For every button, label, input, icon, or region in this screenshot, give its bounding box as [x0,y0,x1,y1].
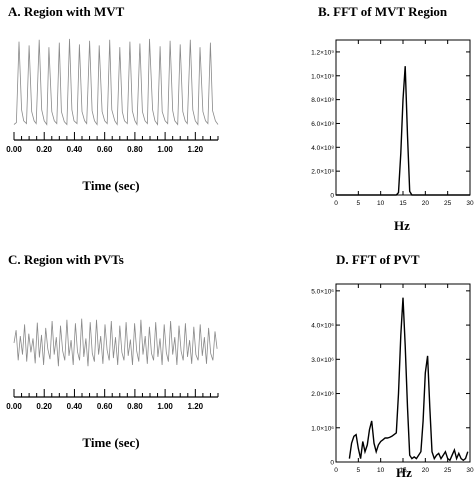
panel-b-spectrum-line [336,66,470,196]
panel-a-x-tick-label: 1.20 [188,145,204,154]
panel-b-x-tick-label: 25 [444,200,452,207]
panel-d-x-tick-label: 25 [444,467,452,474]
panel-c-x-tick-label: 0.40 [67,402,83,411]
panel-c-xlabel: Time (sec) [82,435,139,450]
panel-d-y-tick-label: 1.0×10⁶ [311,425,334,432]
panel-b-plot-frame [335,39,471,196]
panel-d-xlabel: Hz [396,465,412,479]
panel-b-y-tick-label: 2.0×10⁸ [311,169,334,176]
panel-d-y-tick-label: 0 [330,460,334,467]
panel-a-x-tick-label: 0.00 [6,145,22,154]
panel-b-x-tick-label: 0 [334,200,338,207]
panel-d-x-tick-label: 0 [334,467,338,474]
panel-b-y-tick-label: 1.0×10⁹ [311,73,334,80]
panel-a-x-tick-label: 0.20 [36,145,52,154]
panel-c-trace-chart: 0.00 0.20 0.40 0.60 0.80 1.00 1.20 [6,318,219,411]
panel-d-x-tick-label: 15 [399,467,407,474]
panel-d-x-tick-label: 20 [422,467,430,474]
panel-a-title: A. Region with MVT [8,4,125,19]
panel-a-x-tick-label: 0.80 [127,145,143,154]
panel-b-x-tick-label: 10 [377,200,385,207]
panel-d-x-tick-label: 5 [357,467,361,474]
panel-c-trace-line [13,318,218,367]
panel-a-trace-line [13,38,219,126]
panel-d-y-tick-label: 3.0×10⁶ [311,357,334,364]
panel-b-y-tick-label: 4.0×10⁸ [311,145,334,152]
panel-b-y-tick-label: 6.0×10⁸ [311,121,334,128]
panel-b-y-tick-label: 0 [330,193,334,200]
panel-d-fft-chart: 0 5 10 15 20 25 30 0 1.0×10⁶ 2.0×10⁶ 3.0×10⁶ 4.0×10… [311,283,474,474]
panel-a-x-tick-label: 0.60 [97,145,113,154]
panel-b-y-tick-label: 1.2×10⁹ [311,49,334,56]
panel-d-y-tick-label: 4.0×10⁶ [311,323,334,330]
panel-b-xlabel: Hz [394,218,410,233]
panel-d-spectrum-line [348,297,469,462]
panel-c-x-tick-label: 0.60 [97,402,113,411]
panel-c-x-tick-label: 1.20 [188,402,204,411]
panel-d-y-tick-label: 5.0×10⁶ [311,288,334,295]
panel-c-x-tick-label: 1.00 [157,402,173,411]
panel-c-x-tick-label: 0.20 [36,402,52,411]
panel-d-x-tick-label: 10 [377,467,385,474]
panel-b-y-tick-label: 8.0×10⁸ [311,97,334,104]
panel-a-trace-chart: 0.00 0.20 0.40 0.60 0.80 1.00 1.20 [6,38,219,154]
panel-b-x-tick-label: 5 [357,200,361,207]
panel-b-title: B. FFT of MVT Region [318,4,448,19]
panel-c-x-tick-label: 0.00 [6,402,22,411]
panel-d-y-tick-label: 2.0×10⁶ [311,391,334,398]
panel-d-title: D. FFT of PVT [336,252,420,267]
panel-c-title: C. Region with PVTs [8,252,124,267]
panel-b-x-tick-label: 15 [399,200,407,207]
panel-a-x-tick-label: 0.40 [67,145,83,154]
panel-c-x-tick-label: 0.80 [127,402,143,411]
panel-b-x-tick-label: 30 [466,200,474,207]
panel-b-fft-chart: 0 5 10 15 20 25 30 0 2.0×10⁸ 4.0×10⁸ 6.0×10⁸ 8.0×10… [311,39,474,207]
panel-b-x-tick-label: 20 [422,200,430,207]
panel-a-xlabel: Time (sec) [82,178,139,193]
panel-d-x-tick-label: 30 [466,467,474,474]
panel-a-x-tick-label: 1.00 [157,145,173,154]
